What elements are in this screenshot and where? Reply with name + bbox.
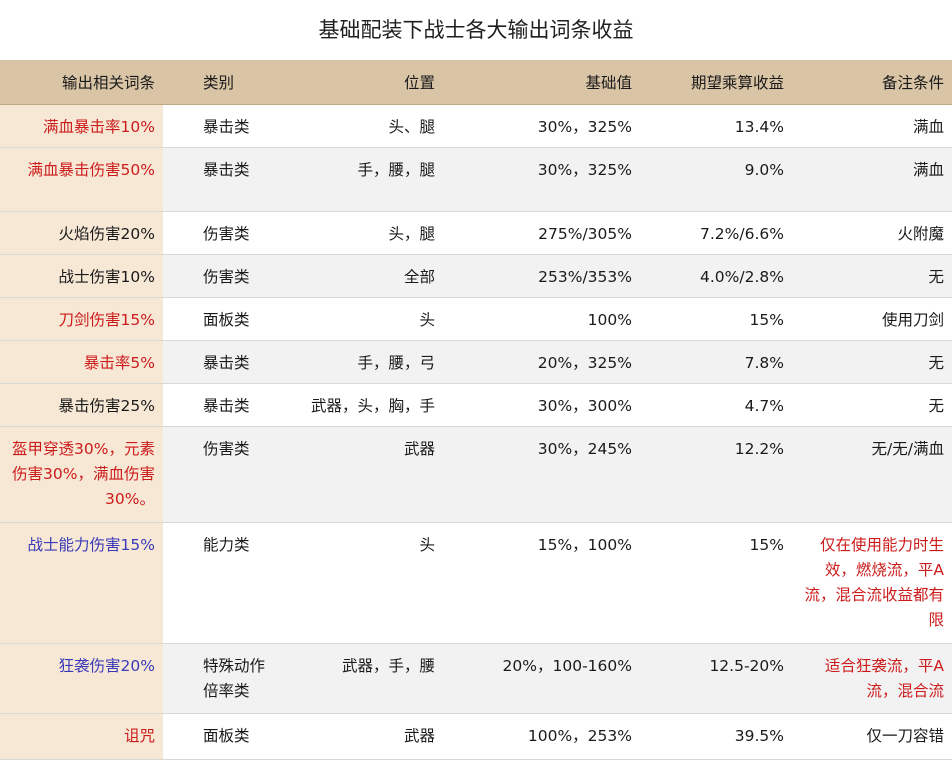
cell-category: 面板类 bbox=[163, 713, 275, 760]
header-row: 输出相关词条 类别 位置 基础值 期望乘算收益 备注条件 bbox=[0, 60, 952, 105]
cell-affix: 战士能力伤害15% bbox=[0, 522, 163, 644]
cell-affix: 刀剑伤害15% bbox=[0, 297, 163, 341]
header-position: 位置 bbox=[275, 60, 443, 105]
cell-affix: 狂袭伤害20% bbox=[0, 643, 163, 714]
cell-gain: 7.2%/6.6% bbox=[640, 211, 792, 255]
cell-affix: 诅咒 bbox=[0, 713, 163, 760]
table-row: 满血暴击率10% 暴击类 头、腿 30%，325% 13.4% 满血 bbox=[0, 104, 952, 148]
cell-gain: 12.5-20% bbox=[640, 643, 792, 714]
cell-affix: 盔甲穿透30%，元素伤害30%，满血伤害30%。 bbox=[0, 426, 163, 523]
cell-gain: 39.5% bbox=[640, 713, 792, 760]
cell-gain: 7.8% bbox=[640, 340, 792, 384]
cell-base: 100%，253% bbox=[443, 713, 640, 760]
cell-category: 伤害类 bbox=[163, 254, 275, 298]
cell-gain: 15% bbox=[640, 522, 792, 644]
header-affix: 输出相关词条 bbox=[0, 60, 163, 105]
cell-base: 275%/305% bbox=[443, 211, 640, 255]
cell-affix: 满血暴击率10% bbox=[0, 104, 163, 148]
cell-base: 253%/353% bbox=[443, 254, 640, 298]
cell-position: 头、腿 bbox=[275, 104, 443, 148]
header-category: 类别 bbox=[163, 60, 275, 105]
cell-gain: 4.7% bbox=[640, 383, 792, 427]
cell-gain: 15% bbox=[640, 297, 792, 341]
cell-note: 无 bbox=[792, 254, 952, 298]
cell-position: 武器，头，胸，手 bbox=[275, 383, 443, 427]
cell-note: 满血 bbox=[792, 104, 952, 148]
cell-base: 100% bbox=[443, 297, 640, 341]
cell-base: 20%，325% bbox=[443, 340, 640, 384]
cell-position: 武器，手，腰 bbox=[275, 643, 443, 714]
cell-gain: 9.0% bbox=[640, 147, 792, 212]
cell-category: 暴击类 bbox=[163, 104, 275, 148]
cell-note: 仅在使用能力时生效，燃烧流，平A流，混合流收益都有限 bbox=[792, 522, 952, 644]
cell-position: 武器 bbox=[275, 426, 443, 523]
header-gain: 期望乘算收益 bbox=[640, 60, 792, 105]
affix-table: 输出相关词条 类别 位置 基础值 期望乘算收益 备注条件 满血暴击率10% 暴击… bbox=[0, 60, 952, 760]
cell-gain: 12.2% bbox=[640, 426, 792, 523]
cell-note: 适合狂袭流，平A流，混合流 bbox=[792, 643, 952, 714]
header-note: 备注条件 bbox=[792, 60, 952, 105]
page-title: 基础配装下战士各大输出词条收益 bbox=[318, 18, 634, 42]
cell-category: 能力类 bbox=[163, 522, 275, 644]
cell-base: 20%，100-160% bbox=[443, 643, 640, 714]
cell-position: 武器 bbox=[275, 713, 443, 760]
cell-affix: 战士伤害10% bbox=[0, 254, 163, 298]
cell-category: 特殊动作倍率类 bbox=[163, 643, 275, 714]
cell-note: 仅一刀容错 bbox=[792, 713, 952, 760]
table-row: 暴击率5% 暴击类 手，腰，弓 20%，325% 7.8% 无 bbox=[0, 340, 952, 384]
cell-note: 使用刀剑 bbox=[792, 297, 952, 341]
cell-category: 伤害类 bbox=[163, 426, 275, 523]
table-row: 战士能力伤害15% 能力类 头 15%，100% 15% 仅在使用能力时生效，燃… bbox=[0, 522, 952, 644]
cell-category: 伤害类 bbox=[163, 211, 275, 255]
cell-affix: 满血暴击伤害50% bbox=[0, 147, 163, 212]
table-row: 诅咒 面板类 武器 100%，253% 39.5% 仅一刀容错 bbox=[0, 713, 952, 760]
cell-base: 30%，325% bbox=[443, 104, 640, 148]
table-row: 暴击伤害25% 暴击类 武器，头，胸，手 30%，300% 4.7% 无 bbox=[0, 383, 952, 427]
cell-note: 无 bbox=[792, 340, 952, 384]
table-row: 刀剑伤害15% 面板类 头 100% 15% 使用刀剑 bbox=[0, 297, 952, 341]
cell-base: 30%，300% bbox=[443, 383, 640, 427]
cell-affix: 火焰伤害20% bbox=[0, 211, 163, 255]
cell-note: 无 bbox=[792, 383, 952, 427]
cell-position: 头 bbox=[275, 297, 443, 341]
table-row: 盔甲穿透30%，元素伤害30%，满血伤害30%。 伤害类 武器 30%，245%… bbox=[0, 426, 952, 523]
table-row: 火焰伤害20% 伤害类 头，腿 275%/305% 7.2%/6.6% 火附魔 bbox=[0, 211, 952, 255]
cell-affix: 暴击伤害25% bbox=[0, 383, 163, 427]
cell-position: 头，腿 bbox=[275, 211, 443, 255]
cell-note: 无/无/满血 bbox=[792, 426, 952, 523]
cell-position: 头 bbox=[275, 522, 443, 644]
cell-position: 全部 bbox=[275, 254, 443, 298]
cell-note: 满血 bbox=[792, 147, 952, 212]
table-row: 满血暴击伤害50% 暴击类 手，腰，腿 30%，325% 9.0% 满血 bbox=[0, 147, 952, 212]
cell-base: 15%，100% bbox=[443, 522, 640, 644]
cell-category: 面板类 bbox=[163, 297, 275, 341]
cell-gain: 13.4% bbox=[640, 104, 792, 148]
cell-base: 30%，325% bbox=[443, 147, 640, 212]
cell-position: 手，腰，腿 bbox=[275, 147, 443, 212]
header-base: 基础值 bbox=[443, 60, 640, 105]
cell-position: 手，腰，弓 bbox=[275, 340, 443, 384]
cell-gain: 4.0%/2.8% bbox=[640, 254, 792, 298]
cell-affix: 暴击率5% bbox=[0, 340, 163, 384]
table-row: 狂袭伤害20% 特殊动作倍率类 武器，手，腰 20%，100-160% 12.5… bbox=[0, 643, 952, 714]
cell-note: 火附魔 bbox=[792, 211, 952, 255]
cell-category: 暴击类 bbox=[163, 147, 275, 212]
cell-base: 30%，245% bbox=[443, 426, 640, 523]
cell-category: 暴击类 bbox=[163, 340, 275, 384]
cell-category: 暴击类 bbox=[163, 383, 275, 427]
table-row: 战士伤害10% 伤害类 全部 253%/353% 4.0%/2.8% 无 bbox=[0, 254, 952, 298]
